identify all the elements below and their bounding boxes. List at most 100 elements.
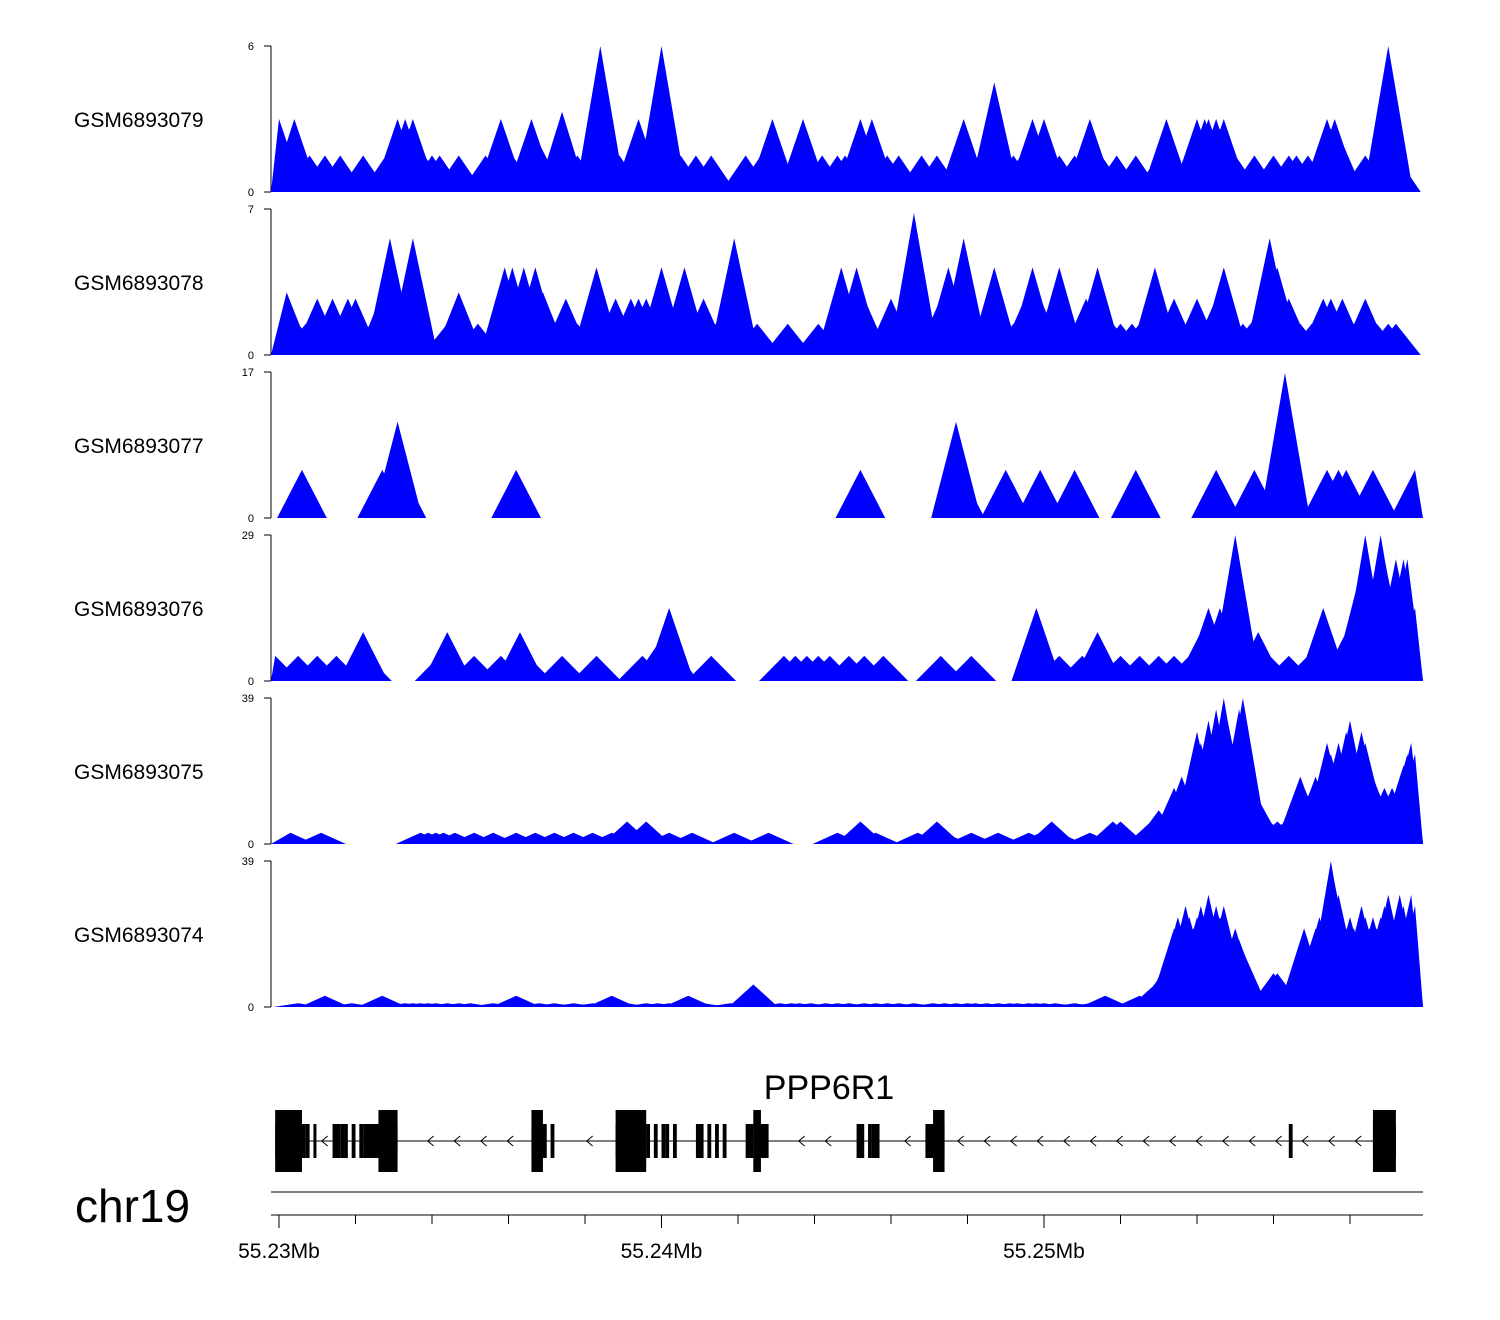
exon [646,1124,651,1158]
gene-exons [275,1110,1396,1172]
coverage-peak [1390,754,1423,844]
coverage-peak [743,832,794,844]
strand-arrow [797,1135,805,1147]
exon [925,1124,934,1158]
coverage-peak [342,655,392,681]
coverage-peak [537,655,587,681]
exon [715,1124,719,1158]
strand-arrow [1221,1135,1229,1147]
exon [653,1124,658,1158]
coverage-peak [686,155,737,192]
x-axis-tick-label: 55.24Mb [621,1240,703,1263]
y-axis-min-label: 0 [248,1002,254,1014]
coding-exon [275,1110,302,1172]
exon [332,1124,341,1158]
strand-arrow [1195,1135,1203,1147]
y-axis-min-label: 0 [248,513,254,525]
track-gsm6893076: GSM6893076 29 0 [74,530,1423,688]
coverage-peak [667,832,717,844]
coding-exon [531,1110,543,1172]
exon [672,1124,677,1158]
exon [868,1124,872,1158]
coverage-peak [1363,46,1414,192]
coding-exon [1372,1110,1396,1172]
strand-arrow [1036,1135,1044,1147]
exon [542,1124,547,1158]
coverage-peak [1390,608,1423,681]
strand-arrow [1062,1135,1070,1147]
track-gsm6893078: GSM6893078 7 0 [74,204,1421,362]
exon [359,1124,364,1158]
track-gsm6893079: GSM6893079 6 0 [74,41,1421,199]
strand-arrow [479,1135,487,1147]
y-axis-max-label: 6 [248,41,254,53]
coverage-peak [502,655,553,681]
coverage-tracks: GSM689307960GSM689307870GSM6893077170GSM… [74,41,1423,1014]
coverage-peak [835,469,886,518]
strand-arrow [1327,1135,1335,1147]
strand-arrow [506,1135,514,1147]
track-label: GSM6893077 [74,435,204,458]
y-axis-max-label: 39 [242,856,254,868]
strand-arrows [320,1135,1362,1147]
strand-arrow [453,1135,461,1147]
coverage-peak [575,46,626,192]
y-axis-max-label: 29 [242,530,254,542]
coverage-peak [934,469,985,518]
coverage-peak [938,238,989,355]
coverage-peak [946,655,997,681]
track-gsm6893077: GSM6893077 17 0 [74,367,1423,525]
strand-arrow [585,1135,593,1147]
exon [665,1124,670,1158]
track-label: GSM6893074 [74,924,204,947]
exon [313,1124,317,1158]
y-axis-min-label: 0 [248,676,254,688]
exon [722,1124,727,1158]
strand-arrow [1301,1135,1309,1147]
strand-arrow [1248,1135,1256,1147]
strand-arrow [1354,1135,1362,1147]
strand-arrow [903,1135,911,1147]
coverage-peak [1371,155,1421,192]
exon [707,1124,712,1158]
coverage-peak [969,82,1020,192]
coverage-peak [636,46,687,192]
strand-arrow [1009,1135,1017,1147]
exon [550,1124,555,1158]
coverage-peak [1191,469,1241,518]
strand-arrow [1168,1135,1176,1147]
coverage-peak [571,655,622,681]
coverage-peak [388,238,438,355]
strand-arrow [1089,1135,1097,1147]
exon [871,1124,880,1158]
y-axis-max-label: 7 [248,204,254,216]
coverage-peak [376,469,427,518]
coverage-peak [648,644,698,681]
coverage-peak [300,995,350,1007]
y-axis-min-label: 0 [248,187,254,199]
coverage-peak [728,984,779,1007]
y-axis-max-label: 17 [242,367,254,379]
coverage-peak [980,469,1031,518]
track-label: GSM6893079 [74,109,204,132]
strand-arrow [983,1135,991,1147]
genomic-axis: chr19 55.23Mb 55.24Mb 55.25Mb [75,1180,1423,1263]
exon [1288,1124,1293,1158]
coverage-peak [277,469,327,518]
coverage-peak [491,469,542,518]
exon [661,1124,666,1158]
coverage-peak [1371,323,1421,355]
track-label: GSM6893076 [74,598,204,621]
strand-arrow [824,1135,832,1147]
coverage-peak [709,832,760,844]
x-axis-tick-label: 55.23Mb [238,1240,320,1263]
coding-exon [753,1110,761,1172]
track-label: GSM6893078 [74,272,204,295]
x-axis-ticks: 55.23Mb 55.24Mb 55.25Mb [238,1215,1351,1263]
coverage-peak [1348,469,1398,518]
exon [695,1124,704,1158]
exon [745,1124,754,1158]
track-gsm6893075: GSM6893075 39 0 [74,693,1423,851]
chromosome-label: chr19 [75,1180,190,1232]
